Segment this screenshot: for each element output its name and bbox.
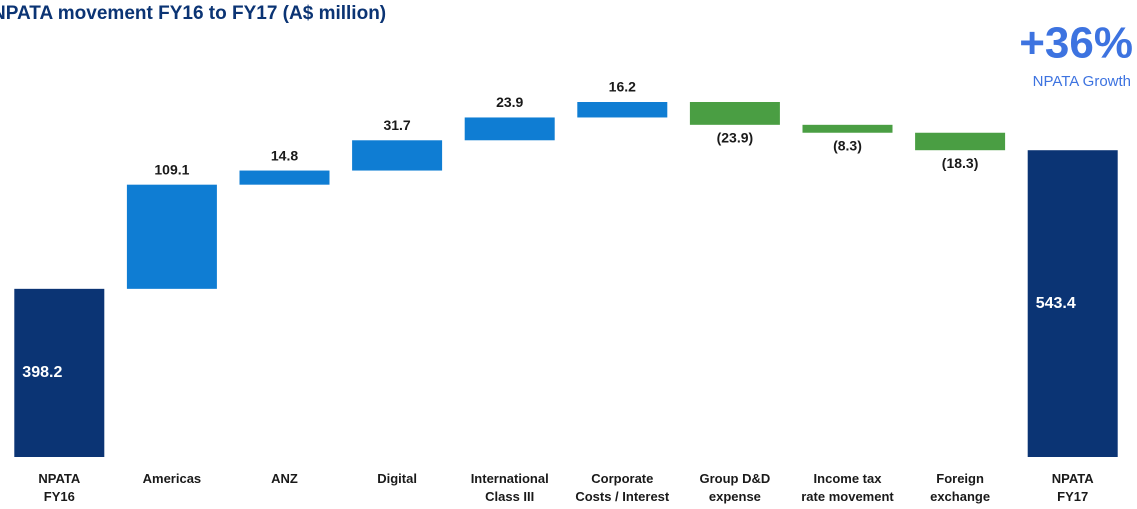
x-tick-label: Corporate Costs / Interest	[575, 471, 670, 504]
bar	[126, 184, 217, 289]
bar	[464, 117, 555, 141]
value-label: 31.7	[383, 117, 410, 133]
x-tick-label: International Class III	[471, 471, 549, 504]
bar	[915, 132, 1006, 151]
value-label: 109.1	[154, 161, 189, 177]
x-tick-label: Foreign exchange	[930, 471, 990, 504]
x-tick-label: Group D&D expense	[700, 471, 771, 504]
value-label: 398.2	[22, 364, 62, 381]
chart-title: NPATA movement FY16 to FY17 (A$ million)	[0, 3, 386, 24]
growth-label: NPATA Growth	[1033, 73, 1131, 90]
value-label: 14.8	[271, 147, 298, 163]
bar	[239, 170, 330, 185]
x-tick-label: NPATA FY16	[38, 471, 80, 504]
bar	[802, 124, 893, 133]
value-label: 16.2	[609, 79, 636, 95]
x-tick-label: Digital	[377, 471, 417, 486]
bar	[1027, 150, 1118, 457]
bar	[14, 288, 105, 457]
bar	[689, 102, 780, 125]
value-label: (18.3)	[942, 155, 979, 171]
value-label: (23.9)	[717, 130, 754, 146]
value-label: 23.9	[496, 94, 523, 110]
x-tick-label: NPATA FY17	[1052, 471, 1094, 504]
x-tick-label: Americas	[143, 471, 202, 486]
value-label: 543.4	[1036, 295, 1076, 312]
x-tick-label: ANZ	[271, 471, 298, 486]
bar	[352, 140, 443, 171]
value-label: (8.3)	[833, 137, 862, 153]
x-tick-label: Income tax rate movement	[801, 471, 894, 504]
bar	[577, 102, 668, 118]
growth-value: +36%	[1019, 19, 1133, 68]
